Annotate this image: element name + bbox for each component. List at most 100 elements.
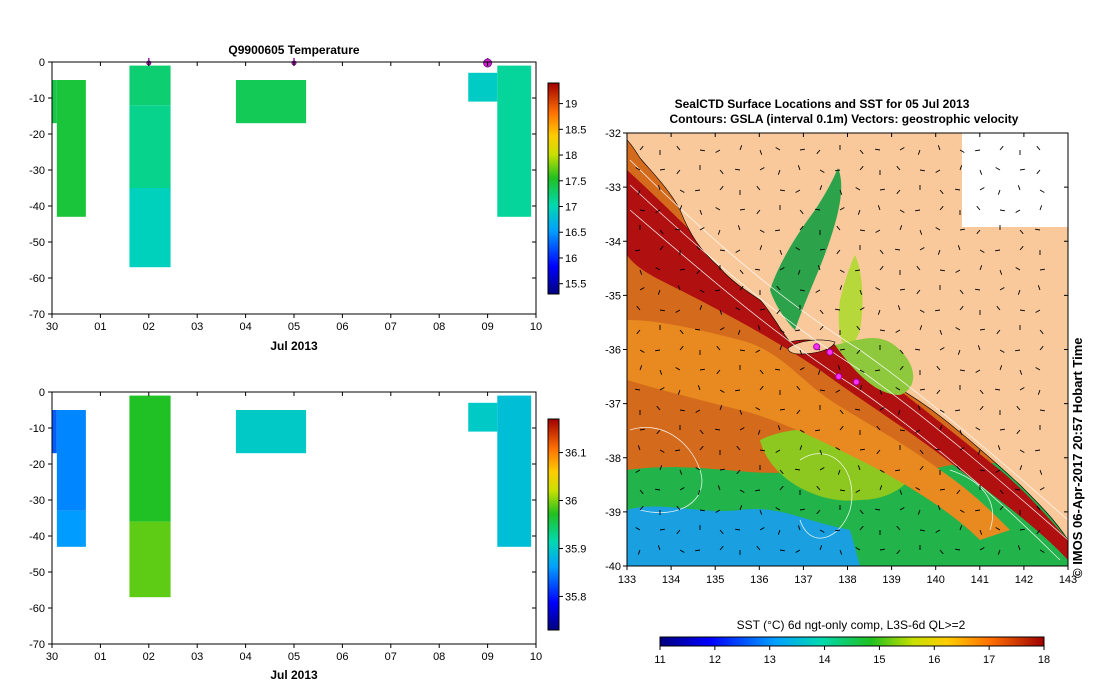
velocity-vector: [919, 169, 926, 172]
velocity-vector: [659, 465, 663, 471]
velocity-vector: [639, 365, 643, 371]
velocity-vector: [659, 369, 663, 375]
velocity-vector: [759, 245, 763, 251]
velocity-vector: [719, 389, 725, 393]
y-tick-label: -10: [29, 423, 45, 435]
velocity-vector: [856, 349, 861, 355]
velocity-vector: [796, 385, 801, 391]
velocity-vector: [979, 328, 986, 331]
velocity-vector: [834, 169, 841, 172]
velocity-vector: [736, 469, 741, 475]
salinity-x-label: Jul 2013: [270, 668, 318, 682]
lat-tick-label: -32: [605, 128, 621, 140]
velocity-vector: [979, 405, 984, 411]
colorbar-tick-label: 36: [565, 496, 577, 508]
lon-tick-label: 137: [794, 574, 812, 586]
velocity-vector: [836, 225, 841, 231]
velocity-vector: [937, 505, 941, 511]
velocity-vector: [719, 468, 726, 471]
velocity-vector: [699, 289, 705, 293]
x-tick-label: 01: [94, 651, 106, 663]
velocity-vector: [679, 487, 685, 491]
velocity-vector: [979, 547, 985, 551]
y-tick-label: -50: [29, 237, 45, 249]
colorbar-tick-label: 35.8: [565, 591, 586, 603]
velocity-vector: [699, 209, 703, 215]
velocity-vector: [974, 509, 981, 512]
velocity-vector: [814, 429, 821, 432]
velocity-vector: [734, 528, 741, 531]
velocity-vector: [834, 529, 841, 532]
temperature-profile-cells: [52, 65, 532, 268]
velocity-vector: [1039, 469, 1043, 475]
velocity-vector: [857, 465, 861, 471]
velocity-vector: [674, 228, 681, 231]
velocity-vector: [879, 485, 883, 491]
velocity-vector: [659, 528, 666, 531]
y-tick-label: -30: [29, 165, 45, 177]
velocity-vector: [816, 149, 821, 155]
x-tick-label: 03: [191, 321, 203, 333]
velocity-vector: [719, 185, 724, 191]
velocity-vector: [719, 545, 724, 551]
velocity-vector: [756, 185, 761, 191]
velocity-vector: [939, 409, 945, 413]
velocity-vector: [699, 149, 706, 152]
velocity-vector: [899, 365, 904, 371]
velocity-vector: [656, 429, 661, 435]
velocity-vector: [896, 189, 901, 195]
velocity-vector: [775, 449, 781, 453]
velocity-vector: [679, 549, 685, 553]
map-subtitle: Contours: GSLA (interval 0.1m) Vectors: …: [670, 112, 1019, 126]
velocity-vector: [954, 548, 961, 551]
velocity-vector: [899, 349, 904, 355]
velocity-vector: [655, 209, 661, 213]
velocity-vector: [639, 209, 646, 212]
velocity-vector: [837, 365, 841, 371]
y-tick-label: -20: [29, 129, 45, 141]
velocity-vector: [639, 287, 645, 291]
velocity-vector: [1019, 465, 1023, 471]
velocity-vector: [835, 389, 841, 393]
velocity-vector: [935, 169, 941, 173]
velocity-vector: [916, 289, 921, 295]
velocity-vector: [739, 349, 746, 352]
velocity-vector: [1034, 449, 1041, 452]
temperature-y-axis: 0 -10 -20 -30 -40 -50 -60 -70: [29, 57, 536, 321]
velocity-vector: [1017, 545, 1021, 551]
velocity-vector: [799, 209, 804, 215]
velocity-vector: [719, 249, 726, 252]
velocity-vector: [899, 489, 903, 495]
velocity-vector: [797, 525, 801, 531]
velocity-vector: [719, 529, 724, 535]
y-tick-label: -60: [29, 273, 45, 285]
velocity-vector: [737, 329, 741, 335]
y-tick-label: -40: [29, 531, 45, 543]
coastal-green-band: [835, 338, 914, 395]
velocity-vector: [759, 308, 766, 311]
y-tick-label: -10: [29, 93, 45, 105]
velocity-vector: [739, 285, 744, 291]
velocity-vector: [799, 225, 804, 231]
sst-map-panel: SealCTD Surface Locations and SST for 05…: [605, 97, 1085, 666]
velocity-vector: [999, 349, 1005, 353]
salinity-panel: 0-10-20-30-40-50-60-70 30 01 02 03 04 05 06 07 0…: [29, 387, 586, 682]
lon-tick-label: 139: [882, 574, 900, 586]
lon-tick-label: 140: [927, 574, 945, 586]
velocity-vector: [635, 527, 641, 531]
lon-tick-label: 143: [1059, 574, 1077, 586]
velocity-vector: [759, 149, 763, 155]
velocity-vector: [859, 307, 865, 311]
velocity-vector: [1039, 487, 1045, 491]
velocity-vector: [839, 489, 846, 492]
velocity-vector: [816, 485, 821, 491]
profile-cell: [129, 395, 171, 522]
y-tick-label: 0: [39, 57, 45, 69]
y-tick-label: -50: [29, 567, 45, 579]
velocity-vector: [1015, 209, 1021, 213]
velocity-vector: [695, 467, 701, 471]
velocity-vector: [775, 507, 781, 511]
velocity-vector: [919, 309, 925, 313]
map-colorbar-tick-label: 13: [764, 654, 776, 666]
velocity-vector: [914, 209, 921, 212]
